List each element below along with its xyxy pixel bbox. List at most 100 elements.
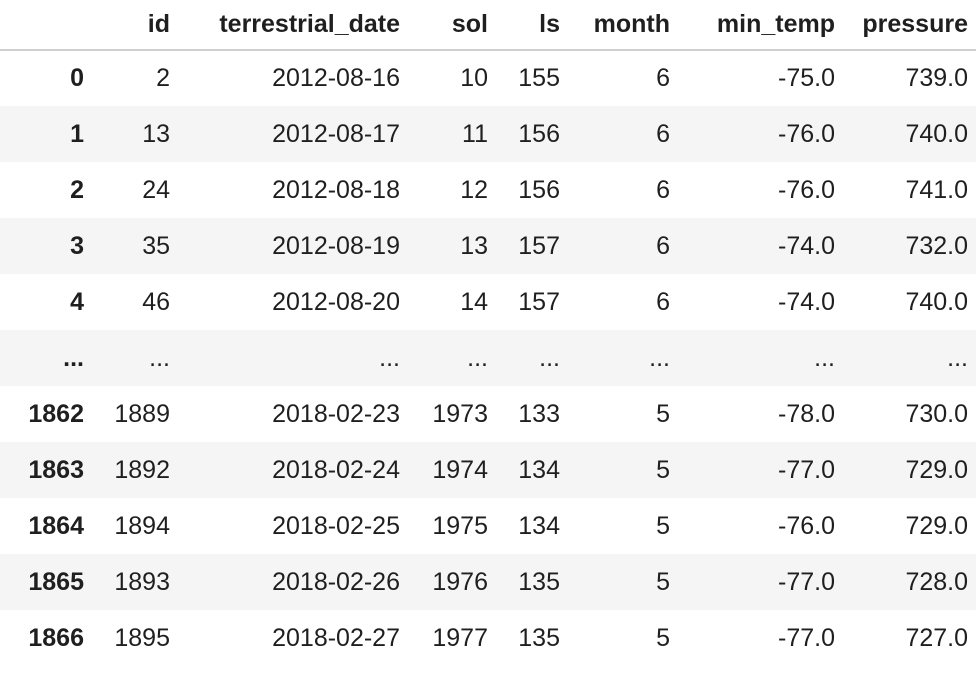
cell-id: 2 (156, 64, 170, 92)
cell-ls: ... (539, 343, 560, 372)
cell-terrestrial-date: 2012-08-18 (272, 175, 400, 204)
cell-id: 46 (142, 287, 170, 316)
cell-pressure: 728.0 (905, 567, 968, 596)
table-body: 0 2 2012-08-16 10 155 6 -75.0 739.0 1 13… (0, 50, 976, 666)
table-header: id terrestrial_date sol ls month min_tem… (0, 0, 976, 51)
cell-id: 1894 (114, 511, 170, 540)
cell-id: 1892 (114, 455, 170, 484)
table-row: 1 13 2012-08-17 11 156 6 -76.0 740.0 (0, 106, 976, 162)
row-index: ... (63, 343, 84, 372)
cell-sol: 12 (460, 175, 488, 204)
row-index: 4 (70, 287, 84, 316)
cell-ls: 134 (518, 511, 560, 540)
column-header-sol: sol (408, 0, 496, 51)
cell-sol: 11 (462, 119, 488, 148)
cell-pressure: 740.0 (905, 119, 968, 148)
cell-terrestrial-date: 2012-08-16 (272, 64, 400, 92)
table-row: 0 2 2012-08-16 10 155 6 -75.0 739.0 (0, 50, 976, 106)
cell-month: 5 (656, 623, 670, 652)
cell-sol: 1977 (432, 623, 488, 652)
table-row: 1864 1894 2018-02-25 1975 134 5 -76.0 72… (0, 498, 976, 554)
cell-pressure: ... (947, 343, 968, 372)
cell-id: 35 (142, 231, 170, 260)
column-header-pressure: pressure (843, 0, 976, 51)
cell-min-temp: -77.0 (778, 623, 835, 652)
cell-pressure: 727.0 (905, 623, 968, 652)
cell-pressure: 730.0 (905, 399, 968, 428)
cell-min-temp: -76.0 (778, 119, 835, 148)
table-row: 3 35 2012-08-19 13 157 6 -74.0 732.0 (0, 218, 976, 274)
cell-ls: 133 (518, 399, 560, 428)
cell-sol: 1973 (432, 399, 488, 428)
cell-sol: 13 (460, 231, 488, 260)
cell-ls: 135 (518, 623, 560, 652)
cell-month: ... (649, 343, 670, 372)
cell-terrestrial-date: 2018-02-26 (272, 567, 400, 596)
cell-pressure: 729.0 (905, 455, 968, 484)
cell-sol: 1974 (432, 455, 488, 484)
cell-month: 5 (656, 567, 670, 596)
column-header-ls: ls (496, 0, 568, 51)
cell-month: 6 (656, 119, 670, 148)
cell-min-temp: -74.0 (778, 287, 835, 316)
cell-sol: 10 (460, 64, 488, 92)
cell-terrestrial-date: 2018-02-23 (272, 399, 400, 428)
cell-min-temp: -77.0 (778, 455, 835, 484)
column-header-month: month (568, 0, 678, 51)
row-index: 1864 (28, 511, 84, 540)
cell-sol: 14 (460, 287, 488, 316)
cell-min-temp: -76.0 (778, 175, 835, 204)
cell-pressure: 741.0 (905, 175, 968, 204)
cell-terrestrial-date: 2018-02-27 (272, 623, 400, 652)
cell-ls: 157 (518, 287, 560, 316)
table-row: 1866 1895 2018-02-27 1977 135 5 -77.0 72… (0, 610, 976, 666)
cell-id: 1895 (114, 623, 170, 652)
row-index: 2 (70, 175, 84, 204)
cell-terrestrial-date: 2018-02-24 (272, 455, 400, 484)
column-header-min-temp: min_temp (678, 0, 843, 51)
row-index: 1865 (28, 567, 84, 596)
cell-ls: 155 (518, 64, 560, 92)
row-index: 1862 (28, 399, 84, 428)
cell-pressure: 729.0 (905, 511, 968, 540)
header-row: id terrestrial_date sol ls month min_tem… (0, 0, 976, 51)
cell-month: 6 (656, 287, 670, 316)
cell-sol: ... (467, 343, 488, 372)
cell-id: 24 (142, 175, 170, 204)
table-row: 4 46 2012-08-20 14 157 6 -74.0 740.0 (0, 274, 976, 330)
cell-pressure: 739.0 (905, 64, 968, 92)
cell-pressure: 732.0 (905, 231, 968, 260)
cell-sol: 1975 (432, 511, 488, 540)
cell-month: 6 (656, 64, 670, 92)
cell-terrestrial-date: 2012-08-20 (272, 287, 400, 316)
cell-ls: 135 (518, 567, 560, 596)
cell-month: 5 (656, 511, 670, 540)
cell-sol: 1976 (432, 567, 488, 596)
cell-terrestrial-date: ... (379, 343, 400, 372)
cell-ls: 156 (518, 119, 560, 148)
cell-terrestrial-date: 2018-02-25 (272, 511, 400, 540)
cell-min-temp: -76.0 (778, 511, 835, 540)
cell-id: 13 (142, 119, 170, 148)
row-index: 3 (70, 231, 84, 260)
row-index: 1866 (28, 623, 84, 652)
cell-min-temp: ... (814, 343, 835, 372)
index-header (0, 0, 92, 51)
cell-ls: 156 (518, 175, 560, 204)
column-header-terrestrial-date: terrestrial_date (178, 0, 408, 51)
cell-ls: 157 (518, 231, 560, 260)
row-index: 0 (70, 64, 84, 92)
cell-ls: 134 (518, 455, 560, 484)
cell-terrestrial-date: 2012-08-19 (272, 231, 400, 260)
cell-min-temp: -78.0 (778, 399, 835, 428)
cell-month: 5 (656, 455, 670, 484)
cell-min-temp: -77.0 (778, 567, 835, 596)
cell-id: 1889 (114, 399, 170, 428)
column-header-id: id (92, 0, 178, 51)
cell-terrestrial-date: 2012-08-17 (272, 119, 400, 148)
cell-pressure: 740.0 (905, 287, 968, 316)
cell-min-temp: -74.0 (778, 231, 835, 260)
cell-id: 1893 (114, 567, 170, 596)
